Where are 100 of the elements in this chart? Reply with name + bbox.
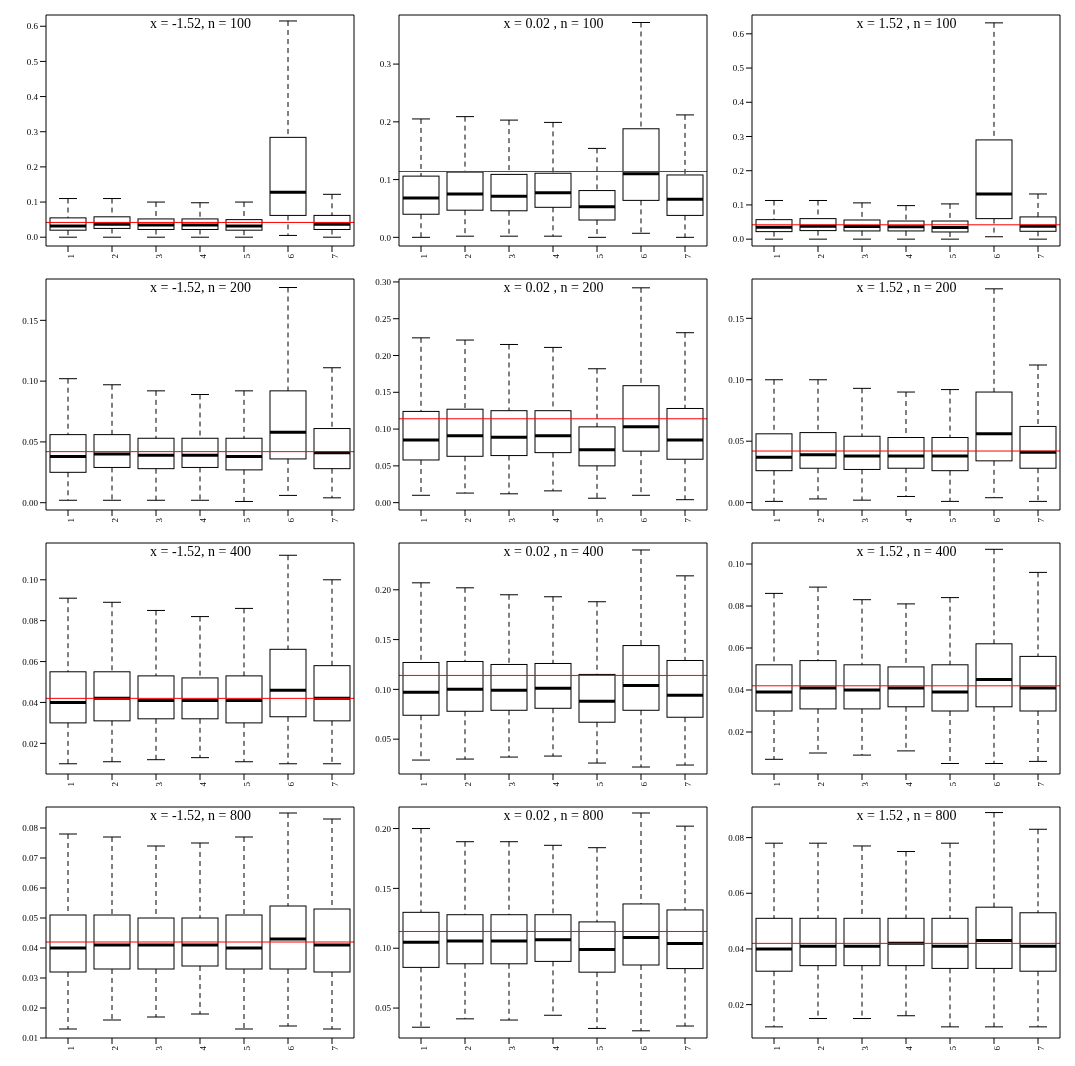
y-tick-label: 0.05: [22, 913, 39, 924]
y-tick-label: 0.10: [22, 376, 39, 387]
x-tick-label: 2: [110, 1046, 121, 1051]
y-tick-label: 0.07: [22, 853, 39, 864]
chart-title: x = 0.02 , n = 200: [502, 280, 605, 296]
x-tick-label: 2: [816, 518, 827, 523]
y-tick-label: 0.00: [728, 497, 745, 508]
y-tick-label: 0.2: [26, 162, 38, 173]
y-tick-label: 0.10: [375, 424, 392, 435]
y-tick-label: 0.15: [375, 387, 392, 398]
y-tick-label: 0.5: [26, 56, 39, 67]
x-tick-label: 4: [551, 1045, 562, 1051]
y-tick-label: 0.06: [728, 888, 745, 899]
y-tick-label: 0.00: [375, 497, 392, 508]
x-tick-label: 5: [595, 517, 606, 523]
y-tick-label: 0.0: [379, 232, 392, 243]
y-tick-label: 0.15: [728, 313, 745, 324]
y-tick-label: 0.06: [22, 656, 39, 667]
x-tick-label: 2: [110, 782, 121, 787]
x-tick-label: 7: [1036, 253, 1047, 259]
x-tick-label: 2: [110, 518, 121, 523]
x-tick-label: 7: [683, 1045, 694, 1051]
x-tick-label: 5: [242, 781, 253, 787]
x-tick-label: 2: [816, 254, 827, 259]
x-tick-label: 1: [419, 254, 430, 259]
x-tick-label: 1: [419, 782, 430, 787]
x-tick-label: 7: [683, 781, 694, 787]
x-tick-label: 1: [66, 518, 77, 523]
y-tick-label: 0.4: [26, 91, 39, 102]
y-tick-label: 0.10: [375, 943, 392, 954]
x-tick-label: 1: [419, 518, 430, 523]
y-tick-label: 0.04: [22, 943, 39, 954]
x-tick-label: 7: [330, 1045, 341, 1051]
y-tick-label: 0.03: [22, 973, 39, 984]
x-tick-label: 6: [639, 1045, 650, 1051]
x-tick-label: 7: [683, 517, 694, 523]
x-tick-label: 1: [419, 1046, 430, 1051]
y-tick-label: 0.6: [26, 21, 39, 32]
x-tick-label: 2: [463, 782, 474, 787]
y-tick-label: 0.5: [732, 63, 745, 74]
x-tick-label: 5: [242, 517, 253, 523]
y-tick-label: 0.3: [732, 131, 745, 142]
y-tick-label: 0.02: [22, 738, 38, 749]
x-tick-label: 3: [507, 1045, 518, 1051]
x-tick-label: 5: [948, 781, 959, 787]
x-tick-label: 1: [66, 1046, 77, 1051]
x-tick-label: 2: [463, 254, 474, 259]
y-tick-label: 0.04: [728, 944, 745, 955]
y-tick-label: 0.06: [22, 883, 39, 894]
y-tick-label: 0.1: [732, 200, 744, 211]
x-tick-label: 6: [639, 517, 650, 523]
y-tick-label: 0.6: [732, 29, 745, 40]
y-tick-label: 0.1: [26, 197, 38, 208]
x-tick-label: 3: [860, 517, 871, 523]
x-tick-label: 6: [639, 253, 650, 259]
y-tick-label: 0.10: [728, 559, 745, 570]
x-tick-label: 2: [110, 254, 121, 259]
y-tick-label: 0.04: [728, 685, 745, 696]
x-tick-label: 2: [816, 1046, 827, 1051]
chart-title: x = 0.02 , n = 100: [502, 16, 605, 32]
y-tick-label: 0.02: [22, 1003, 38, 1014]
x-tick-label: 4: [904, 253, 915, 259]
y-tick-label: 0.08: [22, 823, 39, 834]
x-tick-label: 4: [904, 781, 915, 787]
chart-title: x = -1.52, n = 200: [149, 280, 252, 296]
y-tick-label: 0.10: [728, 374, 745, 385]
x-tick-label: 5: [948, 253, 959, 259]
y-tick-label: 0.20: [375, 350, 392, 361]
y-tick-label: 0.05: [375, 461, 392, 472]
chart-title: x = 0.02 , n = 800: [502, 808, 605, 824]
y-tick-label: 0.1: [379, 174, 391, 185]
x-tick-label: 7: [1036, 1045, 1047, 1051]
x-tick-label: 1: [66, 254, 77, 259]
y-tick-label: 0.08: [22, 615, 39, 626]
y-tick-label: 0.05: [22, 437, 39, 448]
y-tick-label: 0.3: [26, 126, 39, 137]
x-tick-label: 5: [242, 1045, 253, 1051]
y-tick-label: 0.20: [375, 584, 392, 595]
x-tick-label: 4: [198, 781, 209, 787]
x-tick-label: 4: [904, 517, 915, 523]
y-tick-label: 0.04: [22, 697, 39, 708]
x-tick-label: 3: [507, 781, 518, 787]
y-tick-label: 0.0: [26, 232, 39, 243]
x-tick-label: 2: [816, 782, 827, 787]
x-tick-label: 3: [154, 1045, 165, 1051]
x-tick-label: 4: [551, 253, 562, 259]
x-tick-label: 1: [772, 1046, 783, 1051]
y-tick-label: 0.30: [375, 277, 392, 288]
x-tick-label: 6: [286, 1045, 297, 1051]
y-tick-label: 0.08: [728, 601, 745, 612]
x-tick-label: 5: [948, 517, 959, 523]
x-tick-label: 4: [551, 517, 562, 523]
x-tick-label: 1: [772, 782, 783, 787]
y-tick-label: 0.02: [728, 999, 744, 1010]
y-tick-label: 0.10: [375, 684, 392, 695]
y-tick-label: 0.3: [379, 59, 392, 70]
x-tick-label: 4: [551, 781, 562, 787]
x-tick-label: 1: [66, 782, 77, 787]
x-tick-label: 3: [860, 253, 871, 259]
x-tick-label: 3: [154, 517, 165, 523]
